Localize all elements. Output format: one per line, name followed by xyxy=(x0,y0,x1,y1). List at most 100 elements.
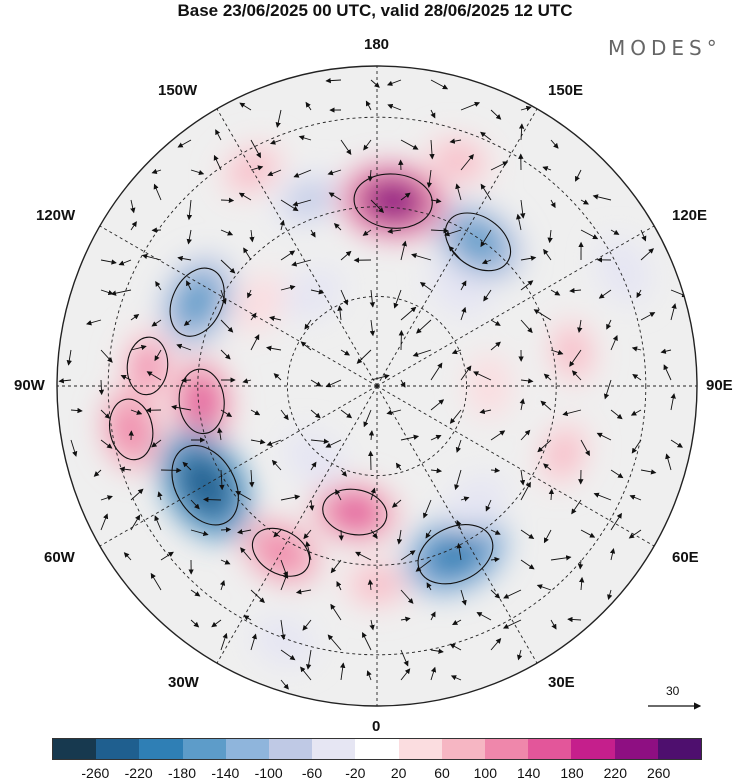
modes-logo: MODES° xyxy=(608,36,722,60)
wind-vector xyxy=(400,616,411,622)
wind-vector xyxy=(562,409,582,417)
wind-vector xyxy=(150,572,162,591)
colorbar-tick-label: 140 xyxy=(516,765,541,781)
wind-vector xyxy=(153,183,162,201)
wind-vector xyxy=(220,632,228,651)
positive-anomaly xyxy=(438,144,480,177)
wind-vector xyxy=(305,541,312,561)
wind-vector xyxy=(629,494,642,501)
wind-vector xyxy=(154,349,162,362)
wind-vector xyxy=(141,253,162,261)
wind-vector xyxy=(305,101,312,111)
wind-vector xyxy=(340,139,352,155)
wind-vector xyxy=(490,529,501,535)
wind-vector xyxy=(571,370,582,381)
wind-vector xyxy=(610,512,622,531)
wind-vector xyxy=(632,373,642,381)
wind-vector xyxy=(455,439,462,453)
wind-vector xyxy=(182,461,192,471)
wind-vector xyxy=(429,139,435,160)
wind-vector xyxy=(450,675,462,681)
wind-vector xyxy=(430,227,449,234)
wind-vector xyxy=(444,229,462,237)
wind-vector xyxy=(370,529,378,539)
negative-anomaly xyxy=(294,278,331,311)
wind-vector xyxy=(368,430,375,441)
wind-vector xyxy=(550,619,557,630)
wind-vector xyxy=(400,139,419,150)
wind-vector xyxy=(190,169,205,176)
wind-vector xyxy=(186,280,192,291)
wind-vector xyxy=(215,129,222,141)
wind-vector xyxy=(330,603,342,621)
wind-vector xyxy=(292,199,312,207)
wind-vector xyxy=(220,559,231,565)
wind-vector xyxy=(483,289,492,302)
wind-vector xyxy=(280,619,286,641)
wind-vector xyxy=(300,341,312,351)
wind-vector xyxy=(640,229,647,242)
colorbar-swatch xyxy=(528,739,572,759)
wind-vector xyxy=(577,559,584,570)
contour-line xyxy=(322,488,388,536)
wind-vector xyxy=(593,492,612,501)
wind-vector xyxy=(609,548,616,561)
wind-vector xyxy=(362,632,372,651)
wind-vector xyxy=(220,289,227,305)
wind-vector xyxy=(363,139,372,151)
map-border xyxy=(56,65,698,707)
wind-vector xyxy=(310,461,317,471)
colorbar-tick-label: 180 xyxy=(560,765,584,781)
wind-vector xyxy=(479,408,492,415)
negative-anomaly xyxy=(607,250,640,292)
wind-vector xyxy=(592,194,612,201)
wind-vector xyxy=(400,589,414,604)
wind-vector xyxy=(305,649,312,670)
wind-vector xyxy=(355,551,372,561)
wind-vector xyxy=(449,409,462,424)
positive-anomaly xyxy=(130,341,165,390)
wind-vector xyxy=(310,379,322,387)
lon-label-120e: 120E xyxy=(672,207,708,224)
contour-line xyxy=(178,368,225,435)
wind-vector xyxy=(243,247,252,261)
wind-vector xyxy=(430,198,442,204)
wind-vector xyxy=(537,439,552,453)
wind-vector xyxy=(280,409,289,421)
wind-vector xyxy=(70,439,78,457)
wind-vector xyxy=(400,306,417,321)
wind-vector xyxy=(250,633,257,651)
wind-vector xyxy=(454,469,462,491)
wind-vector xyxy=(430,362,443,381)
wind-vector xyxy=(456,519,462,531)
colorbar-swatch xyxy=(96,739,140,759)
wind-vector xyxy=(543,529,552,544)
colorbar-swatch xyxy=(571,739,615,759)
colorbar-swatch xyxy=(312,739,356,759)
contour-lines xyxy=(108,173,512,585)
colorbar-tick-label: -220 xyxy=(124,765,153,781)
colorbar-tick-label: 220 xyxy=(603,765,628,781)
wind-vector xyxy=(430,648,444,654)
lon-label-30e: 30E xyxy=(548,674,575,691)
wind-vector xyxy=(430,611,436,621)
wind-vector xyxy=(580,199,589,205)
contour-line xyxy=(444,212,512,272)
wind-vector xyxy=(220,527,232,533)
positive-anomaly xyxy=(328,493,382,532)
wind-vector xyxy=(520,529,535,539)
colorbar-tick-label: 260 xyxy=(646,765,671,781)
colorbar-swatch xyxy=(53,739,97,759)
wind-vector xyxy=(520,319,533,334)
wind-vector xyxy=(171,404,192,411)
wind-vector xyxy=(485,499,492,512)
wind-vector xyxy=(250,312,257,321)
wind-vector xyxy=(606,319,612,330)
wind-vector xyxy=(336,581,342,591)
wind-vector xyxy=(237,529,252,535)
wind-vector xyxy=(577,319,583,333)
wind-vector xyxy=(327,169,342,176)
wind-vector xyxy=(275,109,282,128)
wind-vector xyxy=(249,229,255,243)
